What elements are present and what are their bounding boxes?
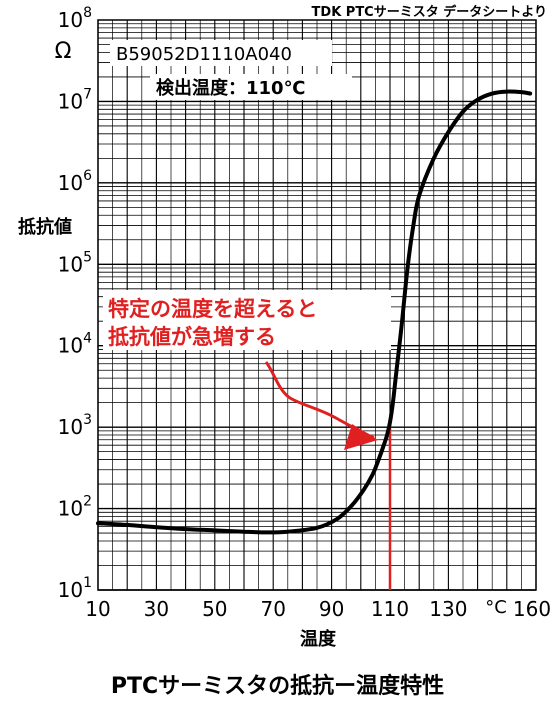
- y-tick-label: 108: [58, 5, 92, 32]
- y-tick-labels: 101 102 103 104 105 106 107 108: [58, 5, 92, 602]
- x-unit-label: °C: [485, 597, 507, 618]
- resistance-curve: [96, 89, 533, 535]
- x-axis-label: 温度: [300, 628, 337, 650]
- figure-caption: PTCサーミスタの抵抗ー温度特性: [110, 674, 445, 699]
- x-tick-label: 90: [319, 597, 344, 621]
- x-tick-label: 10: [85, 597, 110, 621]
- y-tick-label: 104: [58, 331, 92, 358]
- detect-label-box: [150, 74, 352, 100]
- callout-box: [103, 290, 391, 350]
- x-tick-label: 110: [371, 597, 409, 621]
- y-tick-label: 101: [58, 575, 92, 602]
- y-tick-label: 107: [58, 86, 92, 113]
- y-tick-label: 105: [58, 249, 92, 276]
- x-tick-label: 30: [144, 597, 169, 621]
- y-tick-label: 102: [58, 494, 92, 521]
- part-number: B59052D1110A040: [116, 44, 292, 65]
- x-tick-label: 50: [202, 597, 227, 621]
- part-number-box: [110, 40, 332, 66]
- x-tick-labels: 10 30 50 70 90 110 130 160: [85, 597, 551, 621]
- plot-frame: [97, 19, 537, 591]
- callout-arrow-head: [344, 424, 378, 450]
- source-note: TDK PTCサーミスタ データシートより: [312, 4, 547, 20]
- callout-line-1: 特定の温度を超えると: [108, 297, 317, 321]
- y-tick-label: 103: [58, 412, 92, 439]
- x-tick-label: 160: [513, 597, 551, 621]
- y-axis-label: 抵抗値: [18, 216, 72, 238]
- y-tick-label: 106: [58, 168, 92, 195]
- y-unit-label: Ω: [55, 39, 72, 64]
- callout-line-2: 抵抗値が急増する: [108, 325, 276, 349]
- x-tick-label: 70: [260, 597, 285, 621]
- detect-temperature-label: 検出温度：110℃: [156, 77, 305, 99]
- x-tick-label: 130: [429, 597, 467, 621]
